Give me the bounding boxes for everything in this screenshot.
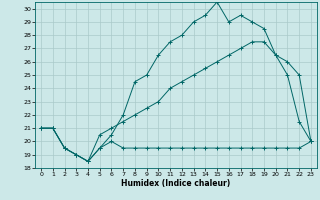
X-axis label: Humidex (Indice chaleur): Humidex (Indice chaleur) [121,179,231,188]
